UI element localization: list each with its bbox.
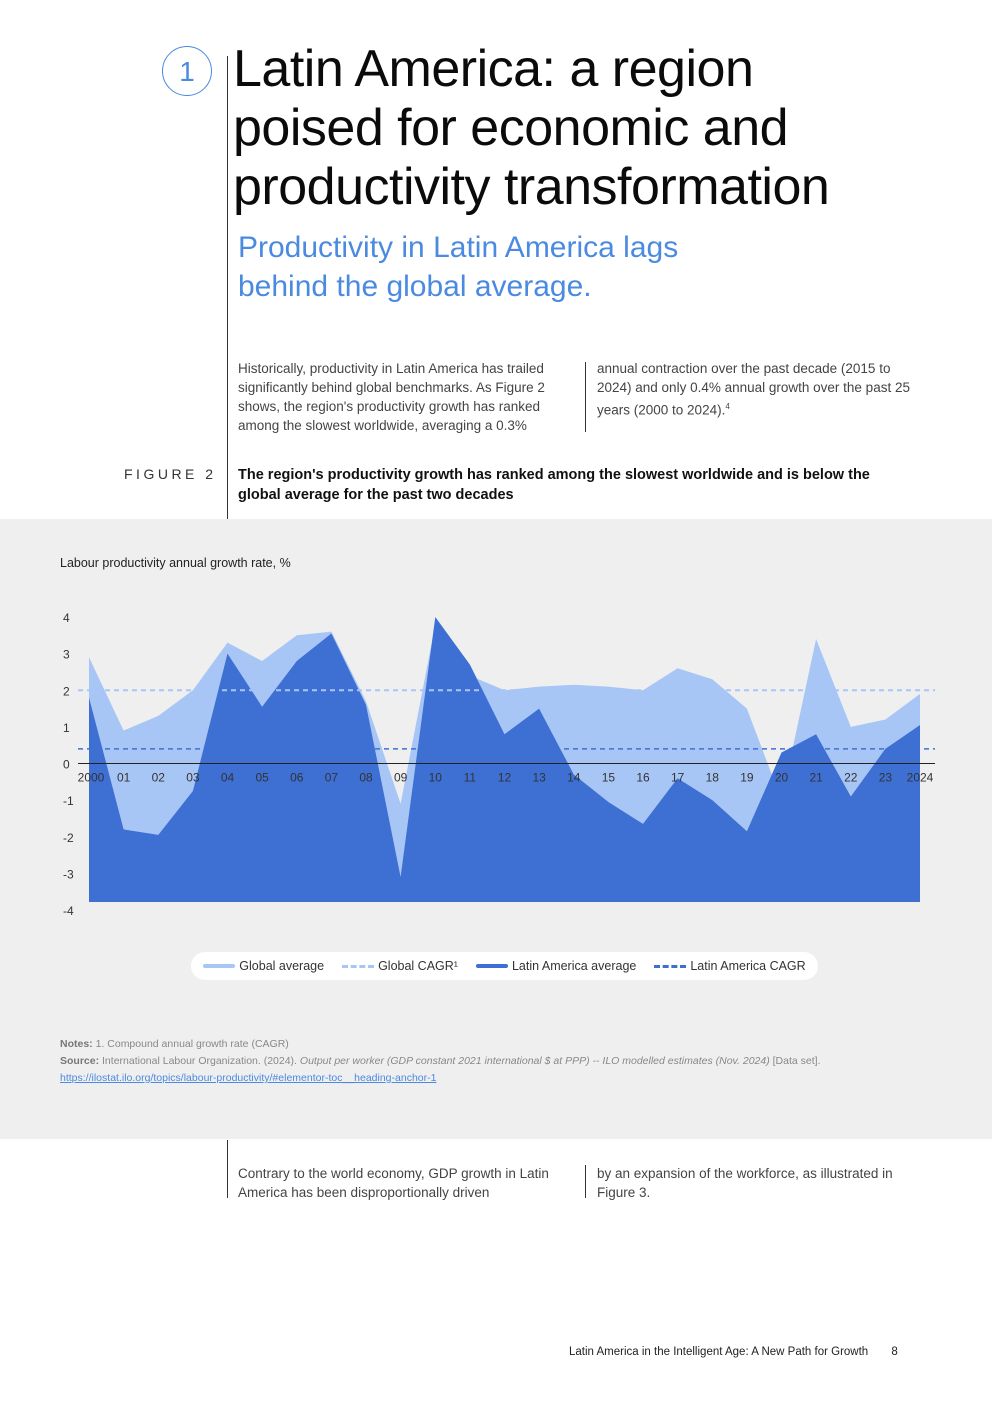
legend-label: Global CAGR¹ — [378, 959, 458, 973]
x-tick-label: 04 — [221, 771, 235, 785]
after-column-2: by an expansion of the workforce, as ill… — [597, 1166, 893, 1200]
after-column-1: Contrary to the world economy, GDP growt… — [238, 1166, 549, 1200]
title-line: Latin America: a region — [233, 40, 754, 98]
legend-swatch — [342, 964, 375, 968]
x-tick-label: 21 — [809, 771, 823, 785]
footnote-ref: 4 — [725, 402, 730, 411]
latin-america-average-area — [89, 617, 920, 902]
chart-title: Labour productivity annual growth rate, … — [60, 556, 291, 570]
legend-swatch — [654, 964, 687, 968]
after-vertical-rule — [227, 1140, 228, 1198]
title-line: poised for economic and — [233, 99, 789, 157]
y-tick-label: 1 — [63, 721, 70, 735]
x-tick-label: 18 — [706, 771, 720, 785]
figure-notes: Notes: 1. Compound annual growth rate (C… — [60, 1036, 940, 1087]
notes-label: Notes: — [60, 1038, 93, 1050]
chart-legend: Global average Global CAGR¹ Latin Americ… — [191, 952, 818, 980]
y-tick-label: 2 — [63, 684, 70, 698]
x-tick-label: 22 — [844, 771, 858, 785]
source-label: Source: — [60, 1055, 100, 1067]
x-tick-label: 16 — [636, 771, 650, 785]
legend-label: Latin America CAGR — [690, 959, 806, 973]
legend-swatch — [203, 964, 236, 968]
source-title: Output per worker (GDP constant 2021 int… — [299, 1055, 770, 1067]
notes-text: 1. Compound annual growth rate (CAGR) — [95, 1038, 289, 1050]
source-tail: [Data set]. — [772, 1055, 821, 1067]
title-line: productivity transformation — [233, 158, 830, 216]
x-tick-label: 2000 — [78, 771, 105, 785]
x-tick-label: 03 — [186, 771, 200, 785]
legend-item-global-cagr: Global CAGR¹ — [342, 959, 458, 973]
legend-label: Global average — [239, 959, 325, 973]
y-tick-label: 0 — [63, 758, 70, 772]
x-tick-label: 01 — [117, 771, 131, 785]
x-tick-label: 11 — [464, 771, 477, 785]
x-tick-label: 15 — [602, 771, 616, 785]
x-tick-label: 13 — [532, 771, 546, 785]
x-tick-label: 2024 — [907, 771, 934, 785]
column-divider — [585, 362, 586, 432]
page-title: Latin America: a region poised for econo… — [233, 40, 953, 217]
figure-title: The region's productivity growth has ran… — [238, 467, 870, 503]
x-tick-label: 14 — [567, 771, 581, 785]
source-link-line: https://ilostat.ilo.org/topics/labour-pr… — [60, 1070, 940, 1087]
y-tick-label: -1 — [63, 794, 74, 808]
page-number: 8 — [891, 1346, 898, 1358]
notes-line: Notes: 1. Compound annual growth rate (C… — [60, 1036, 940, 1053]
y-tick-label: -2 — [63, 831, 74, 845]
section-subtitle: Productivity in Latin America lags behin… — [238, 228, 798, 306]
legend-swatch — [475, 964, 508, 968]
intro-column-1: Historically, productivity in Latin Amer… — [238, 361, 545, 433]
y-tick-label: -3 — [63, 867, 74, 881]
subtitle-line: behind the global average. — [238, 270, 592, 303]
y-tick-label: 4 — [63, 611, 70, 625]
x-tick-label: 17 — [671, 771, 685, 785]
title-vertical-rule — [227, 56, 228, 520]
legend-label: Latin America average — [511, 959, 637, 973]
x-tick-label: 05 — [255, 771, 269, 785]
x-tick-label: 08 — [359, 771, 373, 785]
footer-report-subtitle: A New Path for Growth — [751, 1346, 869, 1358]
legend-item-latin-america-average: Latin America average — [475, 959, 637, 973]
source-link[interactable]: https://ilostat.ilo.org/topics/labour-pr… — [60, 1072, 437, 1084]
figure-label: FIGURE 2 — [124, 466, 217, 482]
footer-report-title: Latin America in the Intelligent Age: — [569, 1346, 749, 1358]
y-tick-label: -4 — [63, 904, 74, 918]
legend-item-latin-america-cagr: Latin America CAGR — [654, 959, 806, 973]
intro-column-2-text: annual contraction over the past decade … — [597, 361, 910, 418]
x-tick-label: 09 — [394, 771, 408, 785]
x-tick-label: 12 — [498, 771, 512, 785]
x-tick-label: 06 — [290, 771, 304, 785]
column-divider — [585, 1165, 586, 1198]
legend-item-global-average: Global average — [203, 959, 324, 973]
source-text: International Labour Organization. (2024… — [102, 1055, 297, 1067]
x-tick-label: 19 — [740, 771, 754, 785]
y-tick-label: 3 — [63, 648, 70, 662]
subtitle-line: Productivity in Latin America lags — [238, 231, 679, 264]
x-tick-label: 07 — [325, 771, 339, 785]
x-tick-label: 10 — [429, 771, 443, 785]
x-tick-label: 02 — [152, 771, 166, 785]
x-tick-label: 20 — [775, 771, 789, 785]
chapter-number-badge: 1 — [162, 46, 212, 96]
page-footer: Latin America in the Intelligent Age: A … — [569, 1346, 898, 1358]
source-line: Source: International Labour Organizatio… — [60, 1053, 940, 1070]
x-tick-label: 23 — [879, 771, 893, 785]
intro-column-2: annual contraction over the past decade … — [597, 359, 922, 420]
